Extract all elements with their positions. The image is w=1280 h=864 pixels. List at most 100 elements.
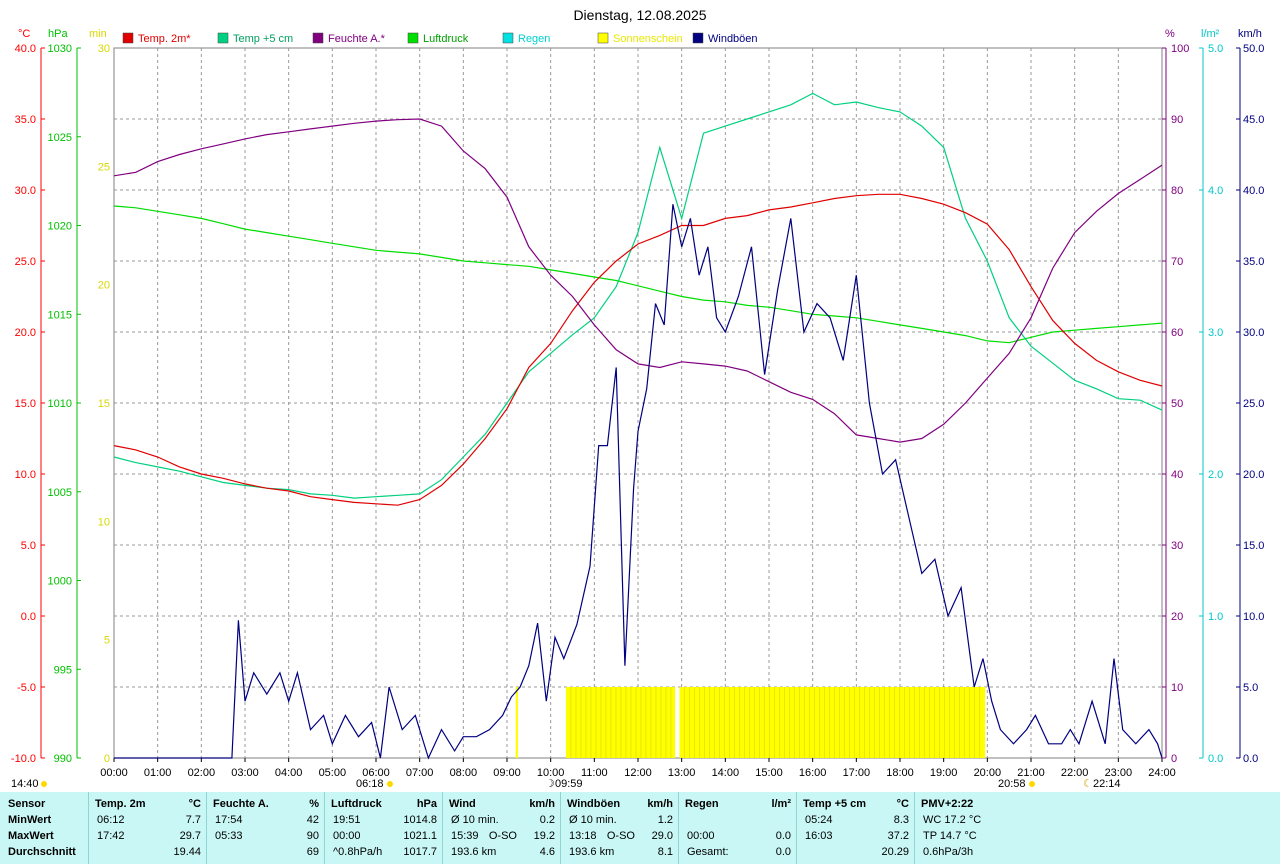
chart-title: Dienstag, 12.08.2025: [573, 7, 706, 23]
left-time-label: 14:40: [11, 778, 39, 790]
legend-swatch: [692, 32, 704, 44]
stats-cell-value: 19.44: [173, 846, 201, 858]
legend-label: Sonnenschein: [613, 33, 683, 45]
sunshine-bar: [515, 687, 518, 758]
stats-cell-value: 37.2: [887, 830, 909, 842]
y-axis-temperature: 40.0 35.0 30.0 25.0 20.0 15.0 10.0 5.0 0.0 -5.0 -1…: [11, 43, 45, 765]
sunrise-icon: [387, 781, 393, 787]
stats-cell-time: 19:51: [333, 814, 361, 826]
y-axis-sunshine: 30 25 20 15 10 5 0: [98, 43, 110, 765]
grid-lines: [114, 48, 1162, 758]
stats-cell-time: 05:33: [215, 830, 243, 842]
moonrise-label: 22:14: [1093, 778, 1121, 790]
x-tick-label: 23:00: [1105, 767, 1133, 779]
stats-cell-time: 17:42: [97, 830, 125, 842]
stats-cell-time: 00:00: [687, 830, 715, 842]
stats-cell-time: 17:54: [215, 814, 243, 826]
legend-label: Temp +5 cm: [233, 33, 293, 45]
sun-moon-markers: 14:40 06:18 09:59 ☽ 20:58 22:14 ☾: [11, 778, 1121, 790]
stats-column-title: Temp. 2m: [95, 798, 146, 810]
sunset-label: 20:58: [998, 778, 1026, 790]
stats-cell-time: 13:18: [569, 830, 597, 842]
y-tick-label: 990: [54, 753, 72, 765]
y-tick-label: 5.0: [1243, 682, 1258, 694]
x-tick-label: 06:00: [362, 767, 390, 779]
stats-column-title: Wind: [449, 798, 476, 810]
stats-cell-time: 00:00: [333, 830, 361, 842]
series-line-windb-en: [114, 204, 1163, 760]
legend-label: Windböen: [708, 33, 758, 45]
y-tick-label: 80: [1171, 185, 1183, 197]
stats-column-unit: km/h: [647, 798, 673, 810]
y-tick-label: 25.0: [1243, 398, 1264, 410]
x-tick-label: 00:00: [100, 767, 128, 779]
stats-column-title: PMV+2:22: [921, 798, 974, 810]
y-tick-label: 25.0: [15, 256, 36, 268]
stats-column: Luftdruck hPa 19:51 1014.8 00:00 1021.1 ^0.8hP…: [324, 792, 443, 864]
y-tick-label: 1010: [48, 398, 72, 410]
y-tick-label: 5.0: [1208, 43, 1223, 55]
y-tick-label: 15.0: [1243, 540, 1264, 552]
legend-swatch: [312, 32, 324, 44]
x-tick-label: 12:00: [624, 767, 652, 779]
stats-column-title: Windböen: [567, 798, 621, 810]
stats-cell-value: 4.6: [539, 846, 555, 858]
y-tick-label: 0.0: [1243, 753, 1258, 765]
y-tick-label: 1020: [48, 221, 72, 233]
y-tick-label: 20.0: [15, 327, 36, 339]
hum-unit-label: %: [1165, 28, 1175, 40]
stats-column-unit: l/m²: [771, 798, 791, 810]
legend-swatch: [597, 32, 609, 44]
stats-cell-value: 69: [306, 846, 319, 858]
stats-column: Temp. 2m °C 06:12 7.7 17:42 29.7 19.44: [88, 792, 207, 864]
press-unit-label: hPa: [48, 28, 68, 40]
y-tick-label: 30: [1171, 540, 1183, 552]
stats-column-title: Temp +5 cm: [803, 798, 867, 810]
y-tick-label: 1000: [48, 576, 72, 588]
x-tick-label: 03:00: [231, 767, 259, 779]
y-tick-label: 60: [1171, 327, 1183, 339]
stats-column: PMV+2:22 WC 17.2 °C TP 14.7 °C 0.6hPa/3h: [914, 792, 1033, 864]
stats-row-label: MinWert: [8, 814, 52, 826]
y-tick-label: 30.0: [1243, 327, 1264, 339]
legend-label: Regen: [518, 33, 550, 45]
stats-column: Temp +5 cm °C 05:24 8.3 16:03 37.2 20.29: [796, 792, 915, 864]
stats-cell-time: WC 17.2 °C: [923, 814, 982, 826]
series-line-temp-5-cm: [113, 92, 1163, 499]
legend-label: Temp. 2m*: [138, 33, 191, 45]
stats-cell-time: 16:03: [805, 830, 833, 842]
y-tick-label: -10.0: [11, 753, 36, 765]
legend-swatch: [122, 32, 134, 44]
x-tick-label: 08:00: [450, 767, 478, 779]
stats-cell-time: 0.6hPa/3h: [923, 846, 974, 858]
stats-column: Regen l/m² 00:00 0.0 Gesamt: 0.0: [678, 792, 797, 864]
y-tick-label: 5.0: [21, 540, 36, 552]
y-tick-label: 0: [104, 753, 110, 765]
stats-row-label: Durchschnitt: [8, 846, 76, 858]
y-tick-label: 40: [1171, 469, 1183, 481]
stats-cell-time: TP 14.7 °C: [923, 830, 977, 842]
y-tick-label: 35.0: [1243, 256, 1264, 268]
y-tick-label: 2.0: [1208, 469, 1223, 481]
stats-column-unit: %: [309, 798, 319, 810]
y-tick-label: 45.0: [1243, 114, 1264, 126]
stats-column-title: Luftdruck: [331, 798, 382, 810]
weather-chart: Dienstag, 12.08.2025 Temp. 2m* Temp +5 cm…: [11, 7, 1265, 790]
y-tick-label: 30: [98, 43, 110, 55]
moonset-icon: ☽: [545, 778, 555, 790]
y-tick-label: 50.0: [1243, 43, 1264, 55]
y-tick-label: 40.0: [15, 43, 36, 55]
stats-cell-value: 0.0: [775, 830, 791, 842]
axis-unit-labels: °C hPa min % l/m² km/h: [18, 28, 1262, 40]
y-tick-label: 1015: [48, 309, 72, 321]
axes: 00:00 01:00 02:00 03:00 04:00 05:00 06:00 07:00…: [11, 43, 1265, 779]
rain-unit-label: l/m²: [1201, 28, 1220, 40]
plot-area: [113, 47, 1163, 759]
x-tick-label: 22:00: [1061, 767, 1089, 779]
stats-cell-value: 8.3: [893, 814, 909, 826]
sunrise-label: 06:18: [356, 778, 384, 790]
y-tick-label: -5.0: [17, 682, 36, 694]
y-tick-label: 0.0: [1208, 753, 1223, 765]
stats-cell-value: 1.2: [657, 814, 673, 826]
